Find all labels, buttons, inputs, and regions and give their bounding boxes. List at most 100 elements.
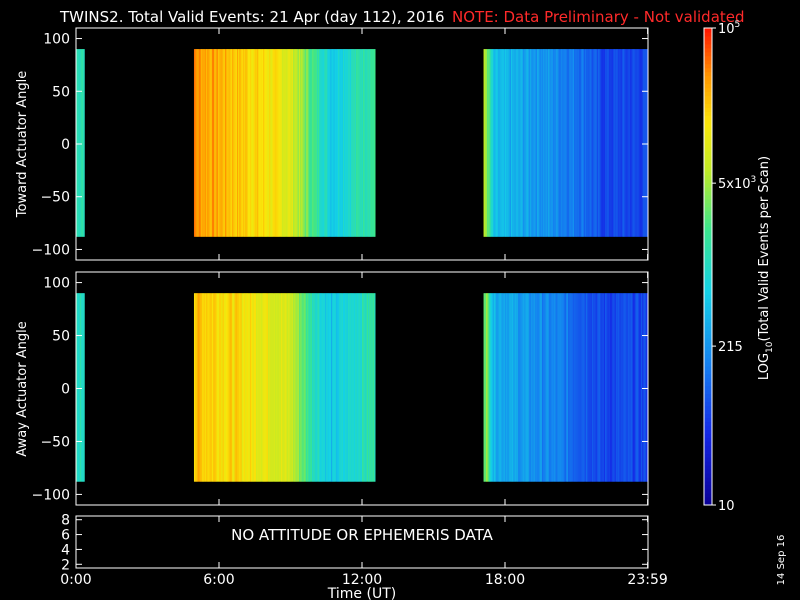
away-heatmap-column	[541, 293, 544, 482]
away-heatmap-column	[300, 293, 302, 482]
away-heatmap-column	[213, 293, 215, 482]
colorbar-segment	[704, 489, 712, 494]
away-heatmap-column	[570, 293, 573, 482]
toward-heatmap-column	[309, 49, 312, 237]
toward-heatmap-column	[227, 49, 229, 237]
away-heatmap-column	[551, 293, 554, 482]
toward-heatmap-column	[193, 49, 196, 237]
toward-heatmap-column	[244, 49, 246, 237]
toward-heatmap-column	[197, 49, 200, 237]
away-heatmap-column	[566, 293, 569, 482]
away-heatmap-column	[620, 293, 623, 482]
away-heatmap-column	[614, 293, 617, 482]
away-heatmap-column	[211, 293, 214, 482]
toward-heatmap-column	[634, 49, 637, 237]
away-heatmap-column	[308, 293, 310, 482]
away-heatmap-column	[513, 293, 515, 482]
toward-ytick-label: −100	[32, 242, 70, 258]
away-heatmap-column	[311, 293, 314, 482]
toward-heatmap-column	[370, 49, 372, 237]
away-heatmap-column	[339, 293, 341, 482]
away-heatmap-column	[350, 293, 352, 482]
toward-heatmap-column	[296, 49, 299, 237]
toward-heatmap-column	[234, 49, 237, 237]
toward-ytick-label: −50	[40, 190, 70, 206]
away-heatmap-column	[602, 293, 605, 482]
toward-heatmap-column	[577, 49, 580, 237]
away-angle-panel: −100 −50 0 50 100	[32, 271, 649, 506]
away-heatmap-column	[196, 293, 198, 482]
toward-heatmap-column	[557, 49, 560, 237]
away-heatmap-column	[227, 293, 229, 482]
away-heatmap-column	[228, 293, 231, 482]
away-heatmap-column	[494, 293, 496, 482]
toward-ytick-label: 50	[52, 84, 70, 100]
away-heatmap-column	[582, 293, 585, 482]
away-heatmap-column	[605, 293, 607, 482]
toward-heatmap-column	[530, 49, 532, 237]
toward-heatmap-column	[497, 49, 500, 237]
away-heatmap-column	[215, 293, 218, 482]
away-heatmap-column	[230, 293, 233, 482]
away-heatmap-column	[346, 293, 349, 482]
toward-heatmap-column	[364, 49, 366, 237]
away-heatmap-column	[484, 293, 487, 482]
away-heatmap-column	[273, 293, 276, 482]
away-heatmap-column	[622, 293, 625, 482]
away-heatmap-column	[214, 293, 216, 482]
away-heatmap-column	[291, 293, 294, 482]
away-heatmap-column	[586, 293, 588, 482]
toward-heatmap-column	[246, 49, 248, 237]
away-heatmap-column	[633, 293, 636, 482]
away-heatmap-column	[358, 293, 361, 482]
away-heatmap-column	[608, 293, 611, 482]
toward-heatmap-column	[339, 49, 341, 237]
toward-heatmap-column	[508, 49, 511, 237]
colorbar-segment	[704, 254, 712, 260]
away-heatmap-column	[527, 293, 530, 482]
x-axis-label: Time (UT)	[327, 586, 396, 600]
away-heatmap-column	[589, 293, 592, 482]
away-heatmap-column	[539, 293, 542, 482]
away-heatmap-column	[338, 293, 340, 482]
away-heatmap-column	[209, 293, 212, 482]
toward-heatmap-column	[217, 49, 220, 237]
toward-heatmap-column	[283, 49, 285, 237]
away-heatmap-column	[488, 293, 490, 482]
colorbar-segment	[704, 294, 712, 299]
toward-heatmap-column	[503, 49, 506, 237]
colorbar-segment	[704, 175, 712, 180]
toward-heatmap-column	[532, 49, 534, 237]
colorbar-segment	[704, 103, 712, 108]
away-heatmap-column	[203, 293, 206, 482]
away-heatmap-column	[547, 293, 550, 482]
away-heatmap-column	[483, 293, 486, 482]
away-heatmap-column	[531, 293, 533, 482]
away-heatmap-column	[506, 293, 508, 482]
colorbar-segment	[704, 441, 712, 446]
colorbar-segment	[704, 338, 712, 343]
toward-heatmap-column	[314, 49, 316, 237]
toward-heatmap-column	[235, 49, 238, 237]
toward-heatmap-column	[639, 49, 642, 237]
toward-heatmap-column	[81, 49, 84, 237]
colorbar-segment	[704, 242, 712, 248]
toward-heatmap-column	[569, 49, 571, 237]
away-heatmap-column	[317, 293, 320, 482]
toward-heatmap-column	[329, 49, 332, 237]
toward-heatmap-column	[363, 49, 365, 237]
toward-heatmap-column	[229, 49, 232, 237]
colorbar-segment	[704, 218, 712, 224]
colorbar-segment	[704, 346, 712, 351]
away-heatmap-column	[599, 293, 601, 482]
toward-heatmap-column	[624, 49, 626, 237]
toward-heatmap-column	[563, 49, 565, 237]
toward-heatmap-column	[619, 49, 621, 237]
away-heatmap-column	[514, 293, 517, 482]
toward-angle-ylabel: Toward Actuator Angle	[15, 71, 30, 218]
away-heatmap-column	[249, 293, 252, 482]
attitude-ytick-label: 8	[61, 513, 70, 529]
away-heatmap-column	[632, 293, 635, 482]
x-axis: 0:00 6:00 12:00 18:00 23:59	[60, 572, 668, 588]
toward-ytick-label: 0	[61, 137, 70, 153]
